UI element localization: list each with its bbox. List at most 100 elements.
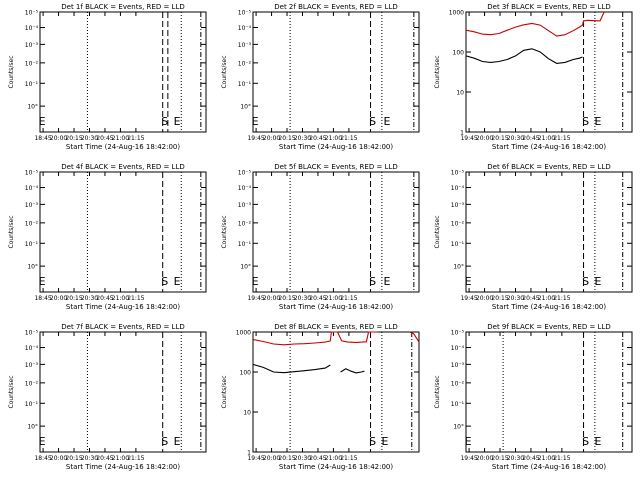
x-tick-label: 20:30 <box>507 135 524 142</box>
y-tick-label: 10⁻³ <box>25 362 39 369</box>
panel-title: Det 4f BLACK = Events, RED = LLD <box>61 163 184 171</box>
y-axis-label: Counts/sec <box>221 55 228 88</box>
detector-panel: Det 6f BLACK = Events, RED = LLD Counts/s… <box>434 163 633 311</box>
y-tick-label: 10⁻³ <box>25 42 39 49</box>
event-marker: S <box>161 115 168 128</box>
x-tick-label: 20:00 <box>263 135 280 142</box>
event-marker: S <box>369 115 376 128</box>
x-tick-label: 19:45 <box>460 455 477 462</box>
x-tick-label: 20:30 <box>507 455 524 462</box>
x-tick-label: 20:45 <box>522 295 539 302</box>
plot-frame <box>252 331 420 453</box>
x-tick-label: 21:15 <box>127 455 144 462</box>
x-tick-label: 20:15 <box>278 455 295 462</box>
y-tick-label: 10 <box>456 90 464 97</box>
panel-title: Det 7f BLACK = Events, RED = LLD <box>61 323 184 331</box>
y-tick-label: 10⁻¹ <box>238 241 252 248</box>
y-tick-label: 10⁻³ <box>238 42 252 49</box>
x-tick-label: 21:15 <box>127 295 144 302</box>
event-marker: E <box>384 275 391 288</box>
event-marker: E <box>465 435 472 448</box>
panel-title: Det 2f BLACK = Events, RED = LLD <box>274 3 397 11</box>
x-tick-label: 20:00 <box>50 135 67 142</box>
plot-frame <box>252 171 420 293</box>
y-tick-label: 10⁻¹ <box>238 81 252 88</box>
y-tick-label: 10° <box>453 264 464 271</box>
x-tick-label: 20:00 <box>50 455 67 462</box>
x-tick-label: 21:15 <box>340 455 357 462</box>
panel-title: Det 5f BLACK = Events, RED = LLD <box>274 163 397 171</box>
y-axis-label: Counts/sec <box>434 375 441 408</box>
y-tick-label: 1 <box>460 130 464 137</box>
x-tick-label: 20:30 <box>81 295 98 302</box>
x-tick-label: 21:15 <box>553 135 570 142</box>
y-tick-label: 100 <box>240 370 252 377</box>
x-tick-label: 21:15 <box>340 295 357 302</box>
x-tick-label: 20:00 <box>263 455 280 462</box>
event-marker: E <box>39 115 46 128</box>
y-tick-label: 10⁻¹ <box>25 241 39 248</box>
y-tick-label: 10⁻⁴ <box>238 25 252 32</box>
event-marker: E <box>174 275 181 288</box>
event-marker: E <box>174 115 181 128</box>
y-tick-label: 10⁻⁵ <box>451 170 465 177</box>
y-tick-label: 10⁻² <box>25 60 39 67</box>
plot-frame <box>465 171 633 293</box>
x-tick-label: 21:00 <box>325 455 342 462</box>
y-tick-label: 10⁻⁵ <box>238 10 252 17</box>
x-tick-label: 21:00 <box>538 135 555 142</box>
x-tick-label: 20:15 <box>65 135 82 142</box>
x-axis-label: Start Time (24-Aug-16 18:42:00) <box>279 463 393 471</box>
x-tick-label: 20:45 <box>522 455 539 462</box>
event-marker: E <box>594 275 601 288</box>
x-tick-label: 20:15 <box>278 295 295 302</box>
x-tick-label: 20:30 <box>81 455 98 462</box>
x-axis-label: Start Time (24-Aug-16 18:42:00) <box>66 463 180 471</box>
y-tick-label: 10⁻⁵ <box>451 330 465 337</box>
y-tick-label: 10° <box>27 264 38 271</box>
panel-title: Det 3f BLACK = Events, RED = LLD <box>487 3 610 11</box>
x-tick-label: 20:15 <box>491 295 508 302</box>
event-marker: S <box>161 275 168 288</box>
y-tick-label: 10⁻² <box>238 60 252 67</box>
x-tick-label: 18:45 <box>34 135 51 142</box>
event-marker: E <box>252 115 259 128</box>
y-tick-label: 10 <box>243 410 251 417</box>
event-marker: S <box>369 435 376 448</box>
panel-title: Det 1f BLACK = Events, RED = LLD <box>61 3 184 11</box>
data-series-line <box>252 331 378 346</box>
x-tick-label: 20:00 <box>476 135 493 142</box>
data-series-line <box>252 363 331 374</box>
plot-frame <box>39 331 207 453</box>
x-tick-label: 20:45 <box>96 295 113 302</box>
x-tick-label: 20:30 <box>294 295 311 302</box>
event-marker: S <box>582 435 589 448</box>
x-tick-label: 20:30 <box>294 455 311 462</box>
event-marker: E <box>594 115 601 128</box>
detector-panel: Det 1f BLACK = Events, RED = LLD Counts/s… <box>8 3 207 151</box>
y-tick-label: 10⁻⁴ <box>451 345 465 352</box>
y-axis-label: Counts/sec <box>8 375 15 408</box>
event-marker: E <box>252 275 259 288</box>
y-tick-label: 10° <box>240 104 251 111</box>
y-tick-label: 10⁻¹ <box>451 401 465 408</box>
detector-panel: Det 3f BLACK = Events, RED = LLD Counts/s… <box>434 3 633 151</box>
event-marker: E <box>381 435 388 448</box>
panel-title: Det 6f BLACK = Events, RED = LLD <box>487 163 610 171</box>
x-tick-label: 21:00 <box>325 135 342 142</box>
x-tick-label: 21:00 <box>325 295 342 302</box>
event-marker: S <box>369 275 376 288</box>
x-tick-label: 18:45 <box>34 295 51 302</box>
x-axis-label: Start Time (24-Aug-16 18:42:00) <box>279 143 393 151</box>
x-tick-label: 20:00 <box>263 295 280 302</box>
y-tick-label: 10⁻⁴ <box>451 185 465 192</box>
detector-panel: Det 2f BLACK = Events, RED = LLD Counts/s… <box>221 3 420 151</box>
panel-title: Det 9f BLACK = Events, RED = LLD <box>487 323 610 331</box>
x-tick-label: 21:00 <box>112 455 129 462</box>
x-tick-label: 20:45 <box>96 135 113 142</box>
event-marker: S <box>161 435 168 448</box>
plot-frame <box>252 11 420 133</box>
x-axis-label: Start Time (24-Aug-16 18:42:00) <box>492 143 606 151</box>
data-series-line <box>465 11 605 37</box>
